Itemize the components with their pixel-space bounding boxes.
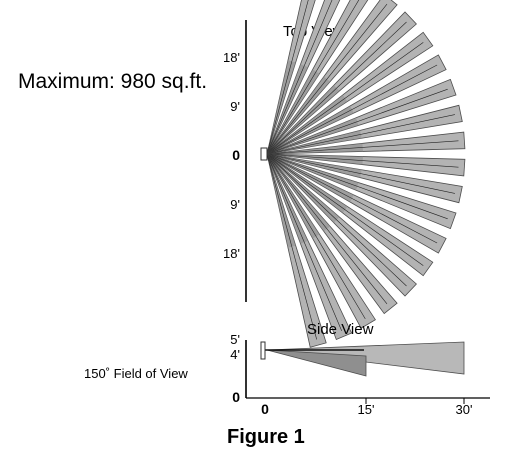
top-view: Top View 18' 9' 0 9' 18' [223,0,466,348]
detection-zone-ray [266,0,309,155]
side-x-tick-label-2: 15' [358,402,375,417]
detection-zone-overlap [267,154,320,239]
side-short-range-zone [266,349,367,377]
detection-zone-ray [266,153,455,194]
detection-zone-overlap [267,130,362,154]
side-y-tick-label-2: 4' [230,347,240,362]
detection-zone-ray [266,153,438,244]
detection-zone-ray [266,3,388,155]
detection-zone-ray [266,153,317,340]
field-of-view-label: 150˚ Field of View [84,366,188,381]
detection-zone-overlap [267,106,354,154]
detection-zone-overlap [267,69,320,154]
detection-zone-ray [266,153,424,266]
detection-zone-ray [266,153,388,305]
detection-zone [266,0,341,155]
max-area-label: Maximum: 980 sq.ft. [18,70,207,93]
top-tick-label-5: 18' [223,246,240,261]
detection-zone-ray [266,88,448,155]
detection-zone-overlap [267,154,348,213]
detection-zone-ray [266,153,407,287]
side-y-tick-label-3: 0 [232,389,240,405]
detection-zone-overlap [267,64,308,154]
detection-zone-ray [266,42,424,155]
side-view: Side View 5' 4' 0 0 15' 30' [230,321,490,417]
side-view-title: Side View [307,321,374,338]
detection-zone-ray [266,0,360,155]
top-tick-label-3: 0 [232,147,240,163]
detection-zone [266,0,316,155]
detection-zone-ray [266,0,333,155]
top-tick-label-4: 9' [230,197,240,212]
top-tick-label-2: 9' [230,99,240,114]
detection-zone-ray [266,153,342,332]
detection-zone-overlap [267,117,359,154]
top-tick-label-1: 18' [223,50,240,65]
detection-zone-ray [266,64,438,155]
detection-zone-ray [266,21,407,155]
detection-zone-overlap [267,60,296,154]
detection-zones [266,0,466,348]
side-y-tick-label-1: 5' [230,332,240,347]
detection-zone-overlap [267,154,362,178]
detection-zone-overlap [267,154,354,202]
sensor-icon [260,147,268,161]
detection-zone-ray [266,153,448,220]
detection-zone-ray [266,140,459,155]
figure-caption: Figure 1 [227,426,305,448]
detection-zone-ray [266,114,455,155]
detection-zone-ray [266,153,366,320]
side-sensor-icon [260,341,266,360]
detection-zone-overlap [267,154,308,244]
side-x-tick-label-1: 0 [261,401,269,417]
detection-zone-overlap [267,95,348,154]
detection-zone-overlap [267,143,363,154]
detection-zone-overlap [267,154,296,248]
detection-zone-overlap [267,154,363,165]
detection-zone-ray [266,153,459,168]
side-x-tick-label-3: 30' [456,402,473,417]
detection-zone-overlap [267,154,359,191]
